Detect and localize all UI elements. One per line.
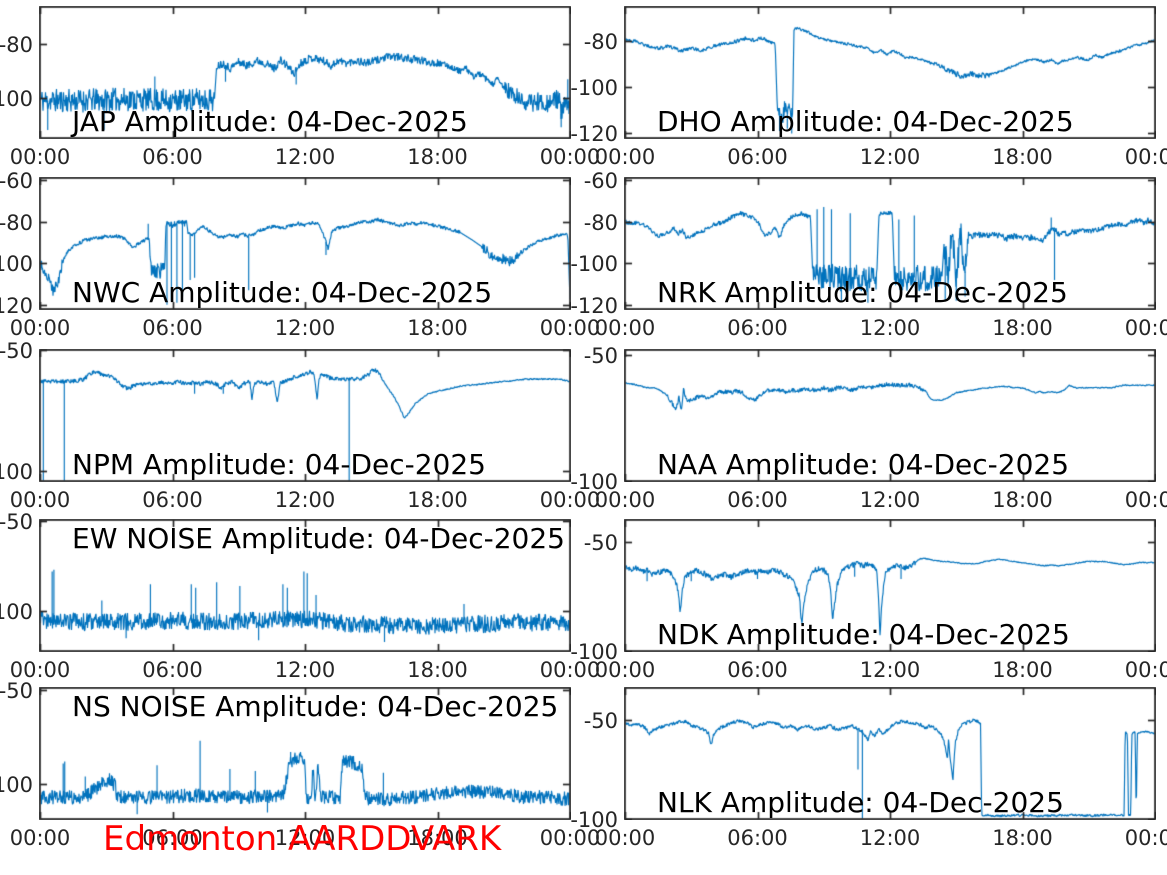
x-tick-label: 00:00 (539, 658, 601, 682)
x-tick-label: 18:00 (992, 826, 1053, 850)
station-label: Edmonton AARDDVARK (103, 819, 502, 859)
x-tick-label: 18:00 (992, 488, 1053, 512)
x-tick-label: 00:00 (1124, 316, 1167, 340)
x-tick-label: 18:00 (407, 145, 468, 169)
x-tick-label: 00:00 (1124, 488, 1167, 512)
plot-canvas-jap (39, 6, 571, 139)
chart-title-ns_noise: NS NOISE Amplitude: 04-Dec-2025 (72, 690, 559, 723)
x-tick-label: 00:00 (539, 316, 601, 340)
x-tick-label: 18:00 (407, 826, 468, 850)
x-tick-label: 12:00 (274, 145, 336, 169)
y-tick-label: -50 (583, 530, 618, 555)
plot-canvas-naa (624, 349, 1156, 482)
x-tick-label: 06:00 (727, 826, 788, 850)
y-tick-label: -100 (0, 252, 33, 277)
plot-canvas-nwc (39, 177, 571, 310)
x-tick-label: 12:00 (274, 658, 336, 682)
y-tick-label: -50 (0, 339, 33, 363)
x-tick-label: 00:00 (539, 826, 601, 850)
x-tick-label: 06:00 (727, 316, 788, 340)
y-tick-label: -50 (583, 708, 618, 733)
x-tick-label: 00:00 (9, 145, 71, 169)
x-tick-label: 00:00 (9, 488, 71, 512)
x-tick-label: 00:00 (594, 316, 656, 340)
y-tick-label: -100 (0, 773, 33, 798)
x-tick-label: 12:00 (859, 826, 921, 850)
x-tick-label: 12:00 (859, 488, 921, 512)
x-tick-label: 18:00 (407, 658, 468, 682)
x-tick-label: 06:00 (142, 826, 203, 850)
x-tick-label: 18:00 (992, 316, 1053, 340)
y-tick-label: -60 (583, 169, 618, 194)
y-tick-label: -80 (583, 210, 618, 235)
chart-title-ndk: NDK Amplitude: 04-Dec-2025 (657, 618, 1070, 651)
x-tick-label: 06:00 (727, 488, 788, 512)
y-tick-label: -100 (570, 76, 618, 101)
chart-title-nlk: NLK Amplitude: 04-Dec-2025 (657, 786, 1064, 819)
x-tick-label: 06:00 (142, 316, 203, 340)
plot-canvas-dho (624, 6, 1156, 139)
x-tick-label: 12:00 (274, 488, 336, 512)
y-tick-label: -60 (0, 169, 33, 194)
y-tick-label: -100 (570, 808, 618, 832)
chart-title-nrk: NRK Amplitude: 04-Dec-2025 (657, 276, 1068, 309)
y-tick-label: -100 (0, 600, 33, 625)
x-tick-label: 00:00 (539, 145, 601, 169)
y-tick-label: -120 (570, 293, 618, 318)
x-tick-label: 00:00 (1124, 826, 1167, 850)
y-tick-label: -80 (0, 210, 33, 235)
x-tick-label: 18:00 (992, 658, 1053, 682)
x-tick-label: 12:00 (859, 316, 921, 340)
y-tick-label: -120 (570, 122, 618, 147)
chart-title-nwc: NWC Amplitude: 04-Dec-2025 (72, 276, 493, 309)
x-tick-label: 18:00 (407, 316, 468, 340)
y-tick-label: -50 (583, 344, 618, 369)
x-tick-label: 00:00 (1124, 658, 1167, 682)
y-tick-label: -100 (570, 640, 618, 664)
x-tick-label: 06:00 (142, 488, 203, 512)
chart-title-naa: NAA Amplitude: 04-Dec-2025 (657, 448, 1070, 481)
x-tick-label: 06:00 (727, 658, 788, 682)
x-tick-label: 00:00 (594, 826, 656, 850)
plot-canvas-npm (39, 349, 571, 482)
chart-title-jap: JAP Amplitude: 04-Dec-2025 (72, 105, 468, 138)
plot-canvas-ndk (624, 519, 1156, 652)
chart-title-dho: DHO Amplitude: 04-Dec-2025 (657, 105, 1074, 138)
x-tick-label: 12:00 (859, 145, 921, 169)
x-tick-label: 00:00 (539, 488, 601, 512)
y-tick-label: -50 (0, 678, 33, 703)
x-tick-label: 12:00 (274, 316, 336, 340)
y-tick-label: -100 (0, 86, 33, 111)
x-tick-label: 12:00 (859, 658, 921, 682)
x-tick-label: 00:00 (9, 826, 71, 850)
chart-title-ew_noise: EW NOISE Amplitude: 04-Dec-2025 (72, 522, 565, 555)
x-tick-label: 06:00 (142, 145, 203, 169)
x-tick-label: 12:00 (274, 826, 336, 850)
x-tick-label: 18:00 (407, 488, 468, 512)
y-tick-label: -100 (570, 470, 618, 494)
x-tick-label: 00:00 (9, 316, 71, 340)
y-tick-label: -80 (0, 33, 33, 58)
y-tick-label: -120 (0, 293, 33, 318)
plot-canvas-nrk (624, 177, 1156, 310)
y-tick-label: -100 (0, 460, 33, 485)
x-tick-label: 06:00 (727, 145, 788, 169)
x-tick-label: 18:00 (992, 145, 1053, 169)
x-tick-label: 00:00 (1124, 145, 1167, 169)
plot-canvas-nlk (624, 687, 1156, 820)
y-tick-label: -50 (0, 509, 33, 534)
y-tick-label: -80 (583, 30, 618, 55)
x-tick-label: 00:00 (594, 658, 656, 682)
x-tick-label: 00:00 (594, 145, 656, 169)
x-tick-label: 06:00 (142, 658, 203, 682)
plot-canvas-ns_noise (39, 687, 571, 820)
x-tick-label: 00:00 (9, 658, 71, 682)
x-tick-label: 00:00 (594, 488, 656, 512)
y-tick-label: -100 (570, 252, 618, 277)
chart-title-npm: NPM Amplitude: 04-Dec-2025 (72, 448, 486, 481)
plot-canvas-ew_noise (39, 519, 571, 652)
